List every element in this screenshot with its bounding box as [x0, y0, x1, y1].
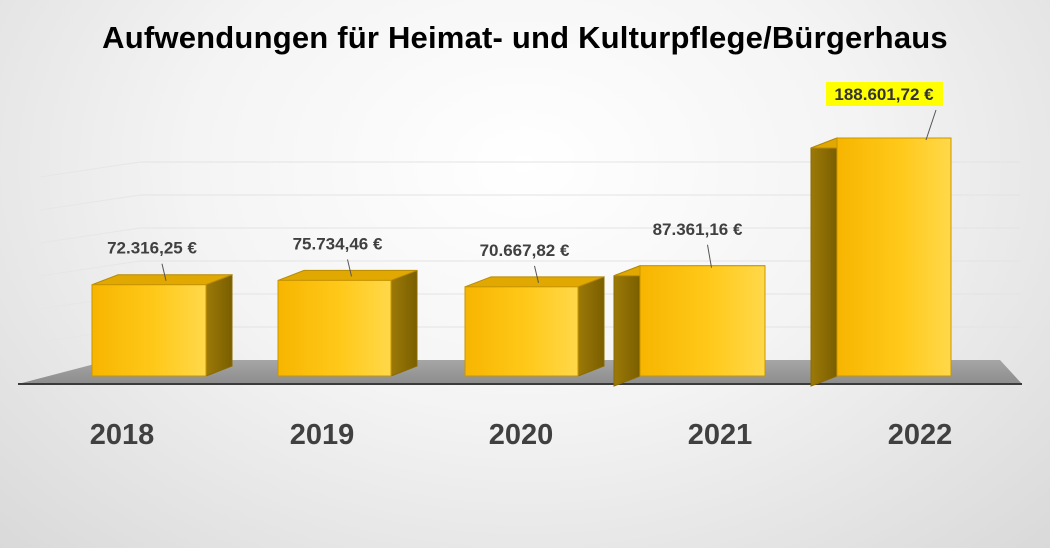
- bar-front: [277, 279, 392, 377]
- x-tick-label-2019: 2019: [290, 419, 355, 451]
- bar-2018: [91, 274, 233, 377]
- bar-side: [390, 269, 418, 377]
- leader-line: [925, 109, 937, 141]
- leader-line: [534, 265, 539, 283]
- gridline: [39, 260, 141, 277]
- bar-top: [464, 276, 605, 288]
- gridline: [39, 194, 141, 211]
- data-label-2022: 188.601,72 €: [834, 85, 934, 104]
- x-tick-label-2020: 2020: [489, 419, 554, 451]
- label-highlight: [826, 82, 943, 106]
- bar-side: [613, 265, 641, 387]
- x-tick-label-2022: 2022: [888, 419, 953, 451]
- data-label-2020: 70.667,82 €: [480, 241, 570, 260]
- bar-front: [91, 284, 207, 377]
- bar-side: [205, 274, 233, 377]
- leader-line: [161, 263, 167, 281]
- bar-2019: [277, 269, 418, 377]
- bar-front: [464, 286, 579, 377]
- gridline: [39, 161, 141, 178]
- data-label-2018: 72.316,25 €: [107, 239, 197, 258]
- bar-2020: [464, 276, 605, 377]
- bar-2021: [613, 265, 766, 387]
- chart-title: Aufwendungen für Heimat- und Kulturpfleg…: [102, 20, 948, 55]
- bar-side: [577, 276, 605, 377]
- x-tick-label-2021: 2021: [688, 419, 753, 451]
- x-tick-label-2018: 2018: [90, 419, 155, 451]
- data-label-2021: 87.361,16 €: [653, 220, 743, 239]
- gridline: [39, 227, 141, 244]
- bar-top: [91, 274, 233, 286]
- bar-side: [810, 137, 838, 387]
- bar-front: [639, 265, 766, 377]
- bar-top: [277, 269, 418, 281]
- data-label-2019: 75.734,46 €: [293, 234, 383, 253]
- leader-line: [707, 244, 712, 268]
- bar-2022: [810, 137, 952, 387]
- leader-line: [347, 259, 352, 277]
- bar-front: [836, 137, 952, 377]
